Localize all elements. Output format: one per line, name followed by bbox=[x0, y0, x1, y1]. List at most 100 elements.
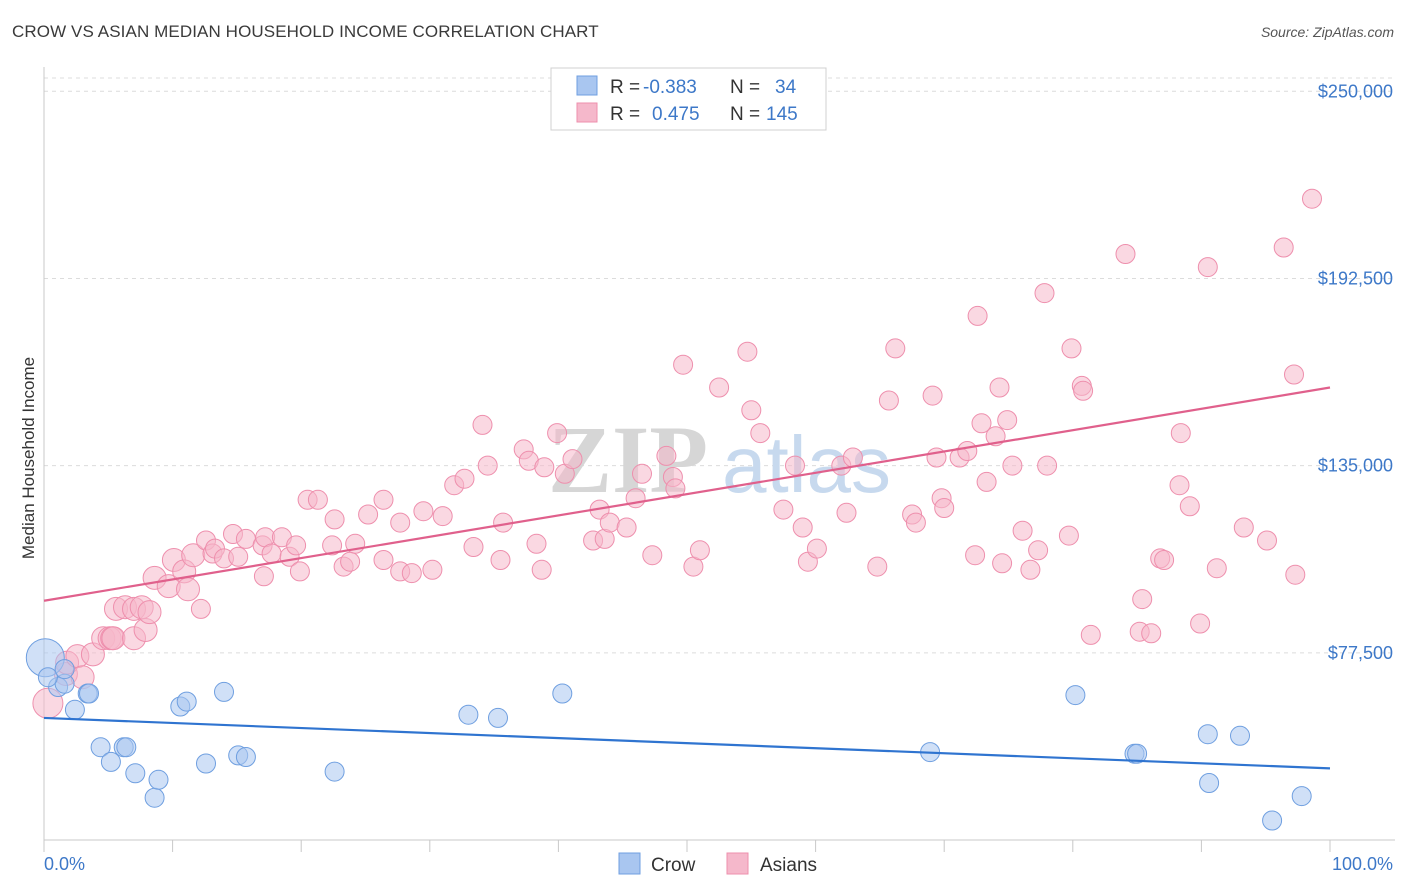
crow-point bbox=[100, 751, 121, 772]
asians-point bbox=[253, 566, 274, 587]
y-tick-labels: $77,500 $135,000 $192,500 $250,000 bbox=[1318, 81, 1393, 663]
asians-point bbox=[1302, 188, 1322, 209]
asians-point bbox=[934, 498, 955, 518]
asians-point bbox=[806, 538, 827, 559]
asians-point bbox=[289, 561, 310, 582]
x-tick-label-min: 0.0% bbox=[44, 854, 85, 874]
asians-point bbox=[490, 550, 511, 570]
asians-point bbox=[1190, 613, 1211, 634]
crow-point bbox=[125, 763, 146, 784]
asians-point bbox=[373, 489, 394, 510]
y-tick-label: $135,000 bbox=[1318, 456, 1393, 476]
y-tick-label: $77,500 bbox=[1328, 643, 1393, 663]
asians-point bbox=[562, 449, 583, 470]
asians-point bbox=[1132, 589, 1153, 610]
asians-point bbox=[976, 471, 997, 492]
asians-point bbox=[463, 537, 484, 557]
crow-point bbox=[1197, 724, 1218, 745]
crow-point bbox=[458, 704, 479, 725]
crow-point bbox=[1291, 786, 1312, 807]
asians-point bbox=[965, 545, 986, 566]
asians-point bbox=[785, 455, 805, 476]
trend-line-crow bbox=[43, 716, 1331, 770]
asians-point bbox=[1012, 520, 1033, 541]
trend-line-asians bbox=[43, 386, 1331, 602]
asians-point bbox=[1073, 380, 1094, 401]
legend-r-value-crow: -0.383 bbox=[643, 77, 697, 98]
asians-point bbox=[322, 535, 343, 556]
asians-point bbox=[1170, 423, 1191, 444]
asians-point bbox=[878, 390, 899, 411]
legend-swatch-crow bbox=[576, 75, 598, 96]
asians-point bbox=[235, 528, 256, 549]
crow-point bbox=[196, 753, 216, 774]
asians-point bbox=[1115, 244, 1136, 264]
legend-n-label-asians: N = bbox=[730, 104, 760, 125]
asians-point bbox=[741, 400, 762, 421]
crow-point bbox=[64, 699, 85, 720]
asians-point bbox=[422, 559, 443, 580]
asians-point bbox=[1002, 455, 1023, 476]
asians-point bbox=[905, 512, 926, 533]
asians-point bbox=[992, 553, 1013, 574]
asians-point bbox=[534, 457, 555, 478]
asians-point bbox=[985, 426, 1006, 447]
asians-point bbox=[616, 517, 637, 538]
asians-point bbox=[373, 550, 394, 570]
asians-point bbox=[750, 423, 771, 444]
legend-r-label-crow: R = bbox=[610, 77, 640, 98]
asians-point bbox=[842, 447, 863, 468]
asians-point bbox=[642, 545, 663, 566]
asians-point bbox=[773, 499, 794, 520]
crow-point bbox=[324, 761, 345, 782]
crow-point bbox=[1065, 685, 1086, 706]
y-axis-label: Median Household Income bbox=[19, 357, 38, 559]
crow-point bbox=[144, 787, 165, 808]
legend-swatch-asians bbox=[576, 102, 598, 123]
crow-point bbox=[1199, 773, 1220, 793]
asians-point bbox=[137, 600, 162, 625]
asians-point bbox=[867, 556, 888, 577]
stats-legend: R = -0.383 N = 34 R = 0.475 N = 145 bbox=[550, 67, 827, 131]
legend-r-label-asians: R = bbox=[610, 104, 640, 125]
series-legend-swatch-asians bbox=[726, 852, 749, 875]
crow-point bbox=[488, 707, 508, 728]
asians-point bbox=[997, 410, 1018, 431]
asians-point bbox=[599, 512, 620, 533]
asians-point bbox=[922, 385, 943, 406]
series-asians bbox=[32, 188, 1322, 719]
crow-point bbox=[1127, 743, 1148, 764]
crow-point bbox=[235, 747, 256, 767]
asians-point bbox=[454, 468, 475, 489]
legend-r-value-asians: 0.475 bbox=[652, 104, 700, 125]
asians-point bbox=[967, 305, 988, 326]
crow-point bbox=[54, 659, 75, 680]
asians-point bbox=[1058, 525, 1079, 546]
asians-point bbox=[261, 543, 282, 564]
crow-point bbox=[90, 737, 111, 758]
asians-point bbox=[1080, 624, 1101, 645]
asians-point bbox=[432, 506, 453, 527]
asians-point bbox=[1284, 364, 1304, 385]
asians-point bbox=[1028, 540, 1049, 561]
asians-point bbox=[401, 563, 422, 584]
x-tick-labels: 0.0% 100.0% bbox=[44, 854, 1393, 874]
chart-title: CROW VS ASIAN MEDIAN HOUSEHOLD INCOME CO… bbox=[12, 22, 599, 41]
asians-point bbox=[957, 441, 978, 461]
crow-point bbox=[148, 769, 169, 790]
asians-point bbox=[1061, 338, 1082, 359]
asians-point bbox=[1257, 530, 1277, 551]
asians-point bbox=[1141, 623, 1162, 644]
y-tick-label: $192,500 bbox=[1318, 268, 1393, 288]
asians-point bbox=[1037, 455, 1058, 476]
asians-point bbox=[656, 445, 677, 466]
asians-point bbox=[836, 502, 857, 523]
asians-point bbox=[1273, 237, 1294, 258]
series-legend-swatch-crow bbox=[618, 852, 641, 875]
asians-point bbox=[1285, 564, 1306, 585]
asians-point bbox=[307, 489, 328, 510]
asians-point bbox=[286, 535, 307, 556]
series-legend-label-crow: Crow bbox=[651, 855, 696, 876]
crow-point bbox=[1262, 810, 1283, 831]
